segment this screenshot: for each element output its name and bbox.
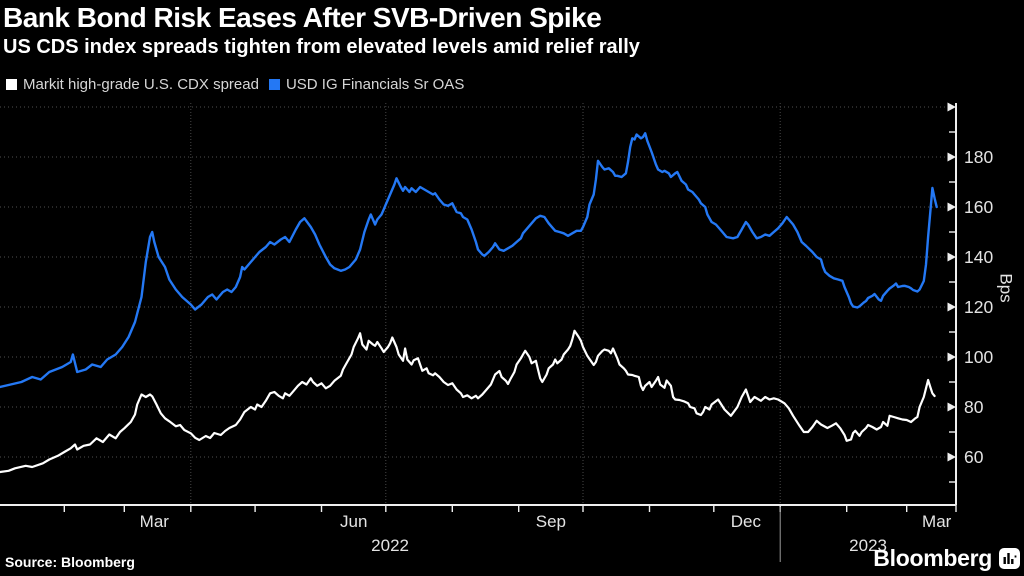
bloomberg-brand: Bloomberg bbox=[873, 545, 1020, 572]
svg-text:160: 160 bbox=[964, 197, 993, 217]
chart-subtitle: US CDS index spreads tighten from elevat… bbox=[3, 36, 640, 58]
bloomberg-wordmark: Bloomberg bbox=[873, 545, 992, 571]
svg-text:2022: 2022 bbox=[371, 536, 409, 555]
legend-item: USD IG Financials Sr OAS bbox=[268, 76, 465, 93]
source-attribution: Source: Bloomberg bbox=[5, 554, 135, 570]
legend-swatch-blue bbox=[268, 79, 280, 90]
svg-text:100: 100 bbox=[964, 347, 993, 367]
chart-title: Bank Bond Risk Eases After SVB-Driven Sp… bbox=[3, 2, 602, 33]
bar-chart-icon bbox=[999, 548, 1020, 569]
y-axis-unit-label: Bps bbox=[996, 273, 1016, 303]
svg-text:180: 180 bbox=[964, 147, 993, 167]
svg-text:80: 80 bbox=[964, 397, 984, 417]
svg-text:120: 120 bbox=[964, 297, 993, 317]
svg-text:Mar: Mar bbox=[140, 512, 170, 531]
legend-label: USD IG Financials Sr OAS bbox=[285, 76, 465, 93]
svg-text:Sep: Sep bbox=[536, 512, 566, 531]
chart-legend: Markit high-grade U.S. CDX spread USD IG… bbox=[6, 76, 464, 93]
svg-text:140: 140 bbox=[964, 247, 993, 267]
svg-text:Mar: Mar bbox=[922, 512, 952, 531]
svg-text:2023: 2023 bbox=[849, 536, 887, 555]
svg-text:Jun: Jun bbox=[340, 512, 367, 531]
svg-text:Dec: Dec bbox=[731, 512, 762, 531]
svg-text:60: 60 bbox=[964, 447, 984, 467]
legend-label: Markit high-grade U.S. CDX spread bbox=[23, 76, 259, 93]
legend-swatch-white bbox=[6, 79, 17, 90]
legend-item: Markit high-grade U.S. CDX spread bbox=[6, 76, 259, 93]
